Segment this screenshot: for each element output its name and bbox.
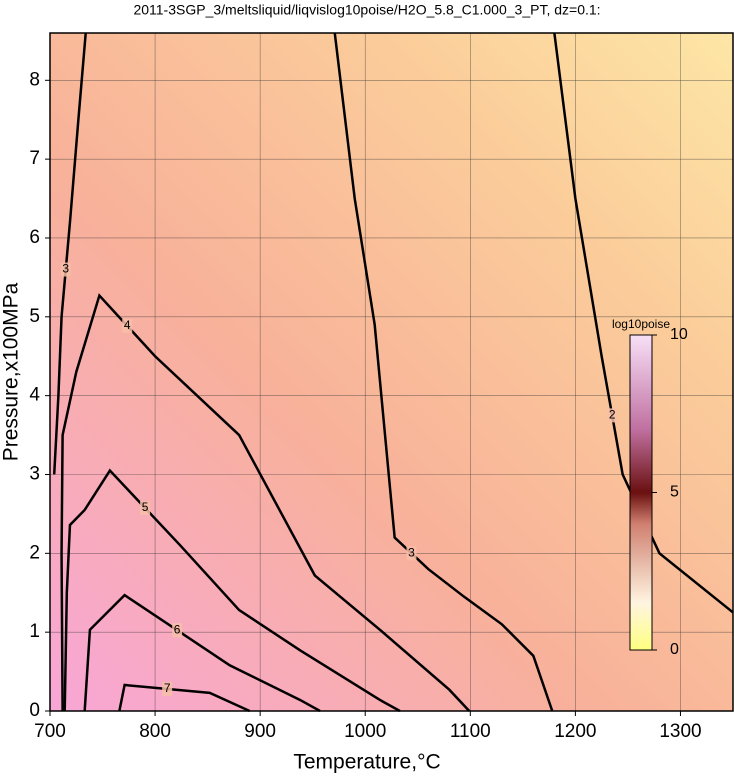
contour-line <box>333 32 554 712</box>
x-tick-label: 1000 <box>344 721 386 742</box>
x-tick-label: 900 <box>244 721 276 742</box>
x-tick-label: 700 <box>34 721 66 742</box>
chart-title: 2011-3SGP_3/meltsliquid/liqvislog10poise… <box>133 2 600 18</box>
y-tick-label: 5 <box>29 306 40 327</box>
contour-label-bg <box>162 681 173 696</box>
contour-label-bg <box>140 500 151 515</box>
contour-label: 6 <box>174 622 181 636</box>
contour-label-bg <box>60 262 71 277</box>
x-tick-label: 1100 <box>450 721 491 742</box>
x-tick-label: 1300 <box>659 721 701 742</box>
y-tick-label: 8 <box>29 69 40 90</box>
contour-label-bg <box>607 408 618 423</box>
y-tick-label: 4 <box>29 385 40 406</box>
contour-label-bg <box>122 318 133 333</box>
contour-label: 2 <box>609 408 616 422</box>
y-tick-label: 1 <box>29 621 40 642</box>
y-tick-label: 0 <box>29 700 40 721</box>
contour-label: 5 <box>142 500 149 514</box>
colorbar-tick-label: 10 <box>670 326 688 343</box>
contour-label-bg <box>172 623 183 638</box>
contour-label: 4 <box>124 318 131 332</box>
contour-label: 7 <box>164 681 171 695</box>
y-tick-label: 3 <box>29 464 40 485</box>
contour-label: 3 <box>408 545 415 559</box>
colorbar-tick-label: 5 <box>670 484 679 501</box>
contour-label-bg <box>406 546 417 561</box>
y-tick-label: 2 <box>29 542 40 563</box>
x-tick-label: 1200 <box>554 721 596 742</box>
y-tick-label: 6 <box>29 227 40 248</box>
colorbar <box>629 334 653 651</box>
y-tick-label: 7 <box>29 148 40 169</box>
contour-line <box>60 293 471 712</box>
x-tick-label: 800 <box>139 721 171 742</box>
plot-background <box>50 33 733 711</box>
colorbar-tick-label: 0 <box>670 641 679 658</box>
contour-label: 3 <box>62 262 69 276</box>
plot-frame <box>49 32 734 712</box>
y-axis-label: Pressure,x100MPa <box>0 282 23 461</box>
x-axis-label: Temperature,°C <box>293 751 440 774</box>
colorbar-label: log10poise <box>612 317 670 331</box>
